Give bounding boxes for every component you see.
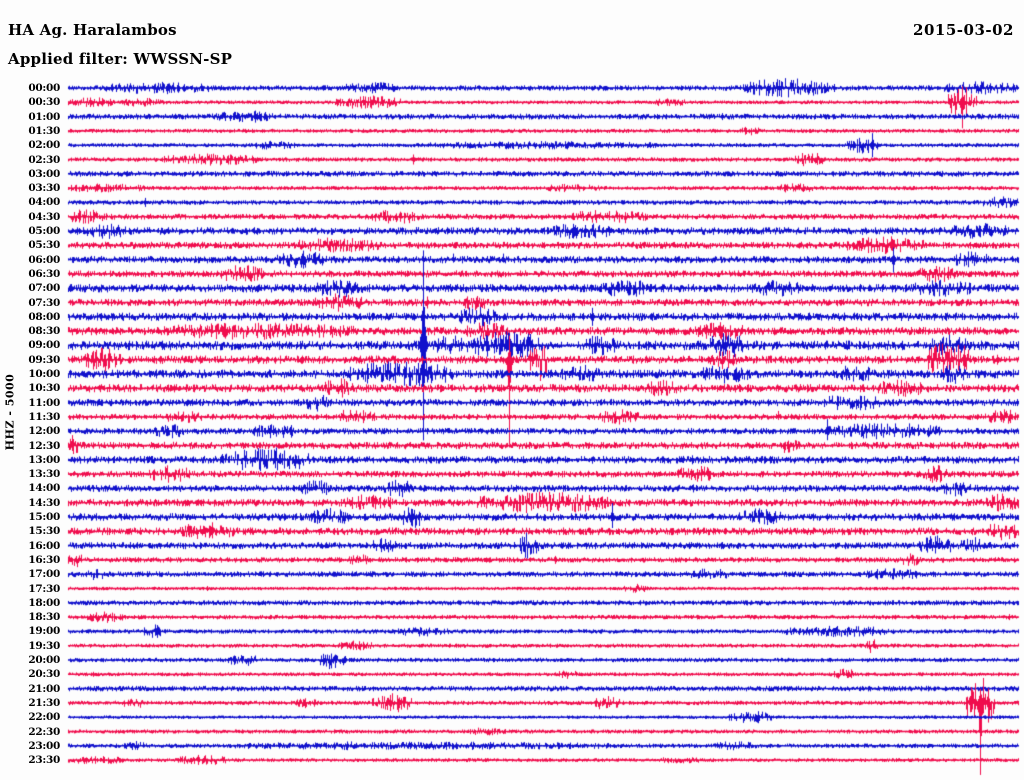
row-time-label: 17:00 <box>28 568 60 581</box>
row-time-label: 08:00 <box>28 310 60 323</box>
row-time-label: 17:30 <box>28 582 60 595</box>
row-time-label: 07:00 <box>28 282 60 295</box>
row-time-label: 07:30 <box>28 296 60 309</box>
row-time-label: 14:30 <box>28 496 60 509</box>
row-time-label: 09:00 <box>28 339 60 352</box>
row-time-label: 21:30 <box>28 696 60 709</box>
station-title: HA Ag. Haralambos <box>8 21 177 39</box>
row-time-label: 06:00 <box>28 253 60 266</box>
row-time-label: 00:30 <box>28 96 60 109</box>
row-time-label: 16:00 <box>28 539 60 552</box>
row-time-label: 18:30 <box>28 611 60 624</box>
row-time-label: 11:00 <box>28 396 60 409</box>
row-time-label: 01:00 <box>28 110 60 123</box>
row-time-label: 09:30 <box>28 353 60 366</box>
row-time-label: 16:30 <box>28 553 60 566</box>
row-time-label: 23:30 <box>28 754 60 767</box>
row-time-label: 06:30 <box>28 267 60 280</box>
row-time-label: 20:30 <box>28 668 60 681</box>
applied-filter-label: Applied filter: WWSSN-SP <box>8 50 233 68</box>
row-time-label: 04:00 <box>28 196 60 209</box>
row-time-label: 12:00 <box>28 425 60 438</box>
row-time-label: 12:30 <box>28 439 60 452</box>
row-time-label: 04:30 <box>28 210 60 223</box>
row-time-label: 03:30 <box>28 182 60 195</box>
record-date: 2015-03-02 <box>913 21 1014 39</box>
row-time-label: 19:30 <box>28 639 60 652</box>
row-time-label: 10:00 <box>28 368 60 380</box>
row-time-label: 03:00 <box>28 167 60 180</box>
row-time-label: 15:30 <box>28 525 60 538</box>
row-time-label: 11:30 <box>28 410 60 423</box>
row-time-label: 19:00 <box>28 625 60 638</box>
row-time-label: 23:00 <box>28 739 60 752</box>
row-time-label: 02:00 <box>28 139 60 152</box>
row-time-label: 18:00 <box>28 596 60 609</box>
row-time-label: 00:00 <box>28 82 60 94</box>
row-time-label: 01:30 <box>28 124 60 137</box>
row-time-label: 13:30 <box>28 468 60 481</box>
row-time-label: 20:00 <box>28 654 60 666</box>
row-time-label: 14:00 <box>28 482 60 495</box>
row-time-label: 05:00 <box>28 225 60 237</box>
row-time-label: 15:00 <box>28 511 60 523</box>
row-time-label: 02:30 <box>28 153 60 166</box>
row-time-label: 05:30 <box>28 239 60 252</box>
row-time-label: 22:00 <box>28 711 60 724</box>
row-time-label: 22:30 <box>28 725 60 738</box>
row-time-label: 10:30 <box>28 382 60 395</box>
row-time-label: 08:30 <box>28 325 60 338</box>
row-time-label: 13:00 <box>28 453 60 466</box>
row-time-label: 21:00 <box>28 682 60 695</box>
